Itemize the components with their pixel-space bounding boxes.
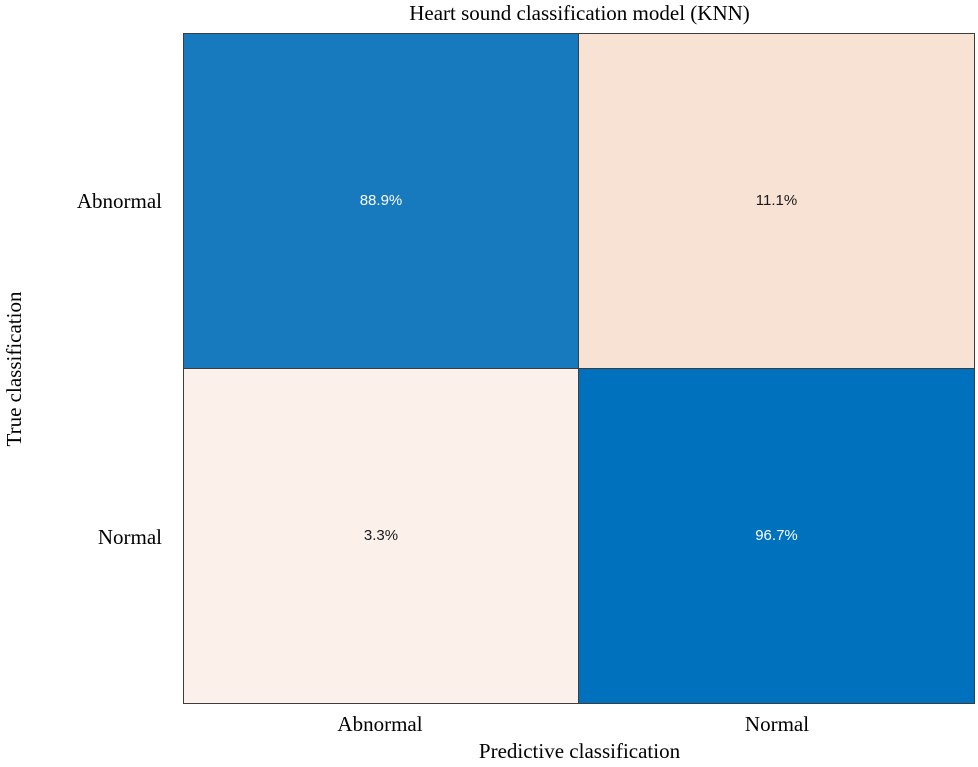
- cell-value: 88.9%: [359, 192, 403, 210]
- cell-true-normal-pred-abnormal: 3.3%: [184, 368, 579, 703]
- cell-value: 3.3%: [363, 527, 399, 545]
- cell-true-abnormal-pred-normal: 11.1%: [579, 34, 974, 369]
- chart-title: Heart sound classification model (KNN): [409, 1, 750, 25]
- y-tick-abnormal: Abnormal: [76, 189, 162, 213]
- x-tick-abnormal: Abnormal: [337, 712, 423, 736]
- y-axis-label: True classification: [2, 291, 26, 447]
- cell-value: 11.1%: [755, 192, 798, 210]
- y-tick-normal: Normal: [97, 525, 162, 549]
- x-tick-normal: Normal: [744, 712, 810, 736]
- cell-true-normal-pred-normal: 96.7%: [579, 368, 974, 703]
- confusion-matrix-grid: 88.9% 11.1% 3.3% 96.7%: [183, 33, 975, 704]
- x-axis-label: Predictive classification: [478, 739, 681, 763]
- cell-value: 96.7%: [755, 527, 798, 545]
- cell-true-abnormal-pred-abnormal: 88.9%: [184, 34, 579, 369]
